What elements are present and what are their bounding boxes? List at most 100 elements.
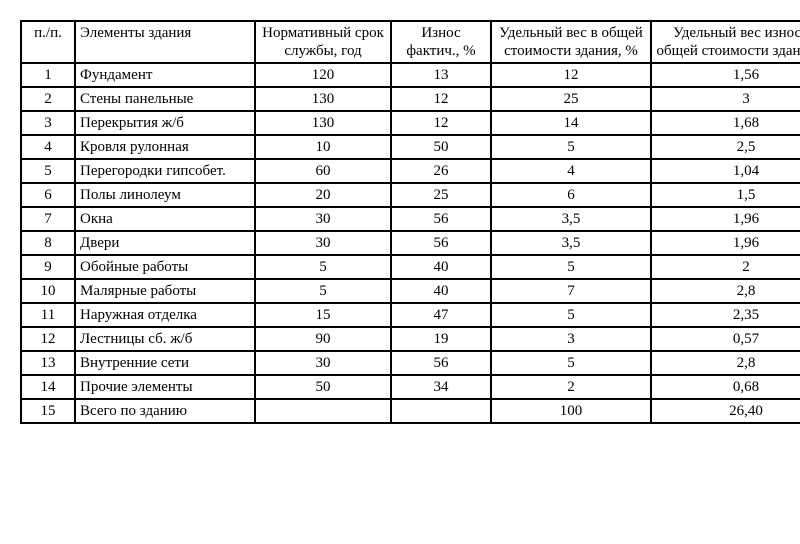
cell-wshare: 1,96 <box>651 231 800 255</box>
cell-num: 14 <box>21 375 75 399</box>
cell-share: 7 <box>491 279 651 303</box>
cell-wear: 12 <box>391 111 491 135</box>
cell-num: 12 <box>21 327 75 351</box>
table-row: 12Лестницы сб. ж/б901930,57 <box>21 327 800 351</box>
cell-elem: Полы линолеум <box>75 183 255 207</box>
cell-elem: Перегородки гипсобет. <box>75 159 255 183</box>
table-row: 15Всего по зданию 10026,40 <box>21 399 800 423</box>
cell-norm: 15 <box>255 303 391 327</box>
cell-num: 7 <box>21 207 75 231</box>
cell-wshare: 1,56 <box>651 63 800 87</box>
cell-num: 1 <box>21 63 75 87</box>
cell-elem: Прочие элементы <box>75 375 255 399</box>
cell-elem: Стены панельные <box>75 87 255 111</box>
cell-norm: 30 <box>255 351 391 375</box>
table-row: 8Двери30563,51,96 <box>21 231 800 255</box>
col-header-wshare: Удельный вес износа в общей стоимости зд… <box>651 21 800 63</box>
cell-num: 13 <box>21 351 75 375</box>
cell-wshare: 3 <box>651 87 800 111</box>
cell-share: 5 <box>491 135 651 159</box>
cell-norm: 5 <box>255 279 391 303</box>
cell-wshare: 1,04 <box>651 159 800 183</box>
cell-norm: 5 <box>255 255 391 279</box>
cell-wshare: 26,40 <box>651 399 800 423</box>
cell-wear <box>391 399 491 423</box>
table-row: 6Полы линолеум202561,5 <box>21 183 800 207</box>
table-row: 11Наружная отделка154752,35 <box>21 303 800 327</box>
cell-wshare: 2 <box>651 255 800 279</box>
table-row: 2Стены панельные13012253 <box>21 87 800 111</box>
cell-wshare: 1,96 <box>651 207 800 231</box>
cell-wshare: 0,68 <box>651 375 800 399</box>
cell-norm: 10 <box>255 135 391 159</box>
cell-norm: 130 <box>255 87 391 111</box>
cell-wear: 19 <box>391 327 491 351</box>
cell-wshare: 1,5 <box>651 183 800 207</box>
cell-wshare: 1,68 <box>651 111 800 135</box>
cell-norm: 120 <box>255 63 391 87</box>
cell-wear: 13 <box>391 63 491 87</box>
cell-elem: Двери <box>75 231 255 255</box>
table-body: 1Фундамент12013121,562Стены панельные130… <box>21 63 800 423</box>
table-header: п./п. Элементы здания Нормативный срок с… <box>21 21 800 63</box>
cell-share: 100 <box>491 399 651 423</box>
cell-elem: Обойные работы <box>75 255 255 279</box>
cell-share: 2 <box>491 375 651 399</box>
cell-num: 4 <box>21 135 75 159</box>
cell-elem: Внутренние сети <box>75 351 255 375</box>
cell-elem: Кровля рулонная <box>75 135 255 159</box>
cell-num: 2 <box>21 87 75 111</box>
cell-wear: 50 <box>391 135 491 159</box>
col-header-norm: Нормативный срок службы, год <box>255 21 391 63</box>
cell-share: 3,5 <box>491 207 651 231</box>
cell-wear: 47 <box>391 303 491 327</box>
table-row: 14Прочие элементы503420,68 <box>21 375 800 399</box>
cell-share: 3 <box>491 327 651 351</box>
cell-share: 25 <box>491 87 651 111</box>
cell-norm: 20 <box>255 183 391 207</box>
cell-norm: 90 <box>255 327 391 351</box>
cell-share: 4 <box>491 159 651 183</box>
cell-wshare: 2,8 <box>651 279 800 303</box>
cell-wshare: 2,35 <box>651 303 800 327</box>
cell-wear: 56 <box>391 231 491 255</box>
cell-wear: 25 <box>391 183 491 207</box>
cell-share: 5 <box>491 303 651 327</box>
cell-norm: 30 <box>255 231 391 255</box>
col-header-num: п./п. <box>21 21 75 63</box>
table-row: 3Перекрытия ж/б13012141,68 <box>21 111 800 135</box>
table-row: 4Кровля рулонная105052,5 <box>21 135 800 159</box>
cell-elem: Наружная отделка <box>75 303 255 327</box>
cell-wear: 34 <box>391 375 491 399</box>
cell-wshare: 2,8 <box>651 351 800 375</box>
cell-share: 5 <box>491 255 651 279</box>
table-row: 7Окна30563,51,96 <box>21 207 800 231</box>
cell-num: 10 <box>21 279 75 303</box>
cell-elem: Всего по зданию <box>75 399 255 423</box>
cell-share: 3,5 <box>491 231 651 255</box>
cell-wshare: 2,5 <box>651 135 800 159</box>
cell-num: 15 <box>21 399 75 423</box>
cell-elem: Малярные работы <box>75 279 255 303</box>
cell-elem: Лестницы сб. ж/б <box>75 327 255 351</box>
col-header-elem: Элементы здания <box>75 21 255 63</box>
building-wear-table: п./п. Элементы здания Нормативный срок с… <box>20 20 800 424</box>
cell-num: 6 <box>21 183 75 207</box>
header-row: п./п. Элементы здания Нормативный срок с… <box>21 21 800 63</box>
table-row: 13Внутренние сети305652,8 <box>21 351 800 375</box>
cell-wshare: 0,57 <box>651 327 800 351</box>
table-row: 10Малярные работы54072,8 <box>21 279 800 303</box>
col-header-share: Удельный вес в общей стоимости здания, % <box>491 21 651 63</box>
cell-share: 5 <box>491 351 651 375</box>
table-row: 5Перегородки гипсобет.602641,04 <box>21 159 800 183</box>
cell-wear: 26 <box>391 159 491 183</box>
cell-wear: 56 <box>391 351 491 375</box>
cell-wear: 56 <box>391 207 491 231</box>
cell-wear: 40 <box>391 255 491 279</box>
cell-norm: 50 <box>255 375 391 399</box>
cell-norm <box>255 399 391 423</box>
cell-wear: 12 <box>391 87 491 111</box>
cell-norm: 30 <box>255 207 391 231</box>
cell-num: 5 <box>21 159 75 183</box>
cell-num: 8 <box>21 231 75 255</box>
